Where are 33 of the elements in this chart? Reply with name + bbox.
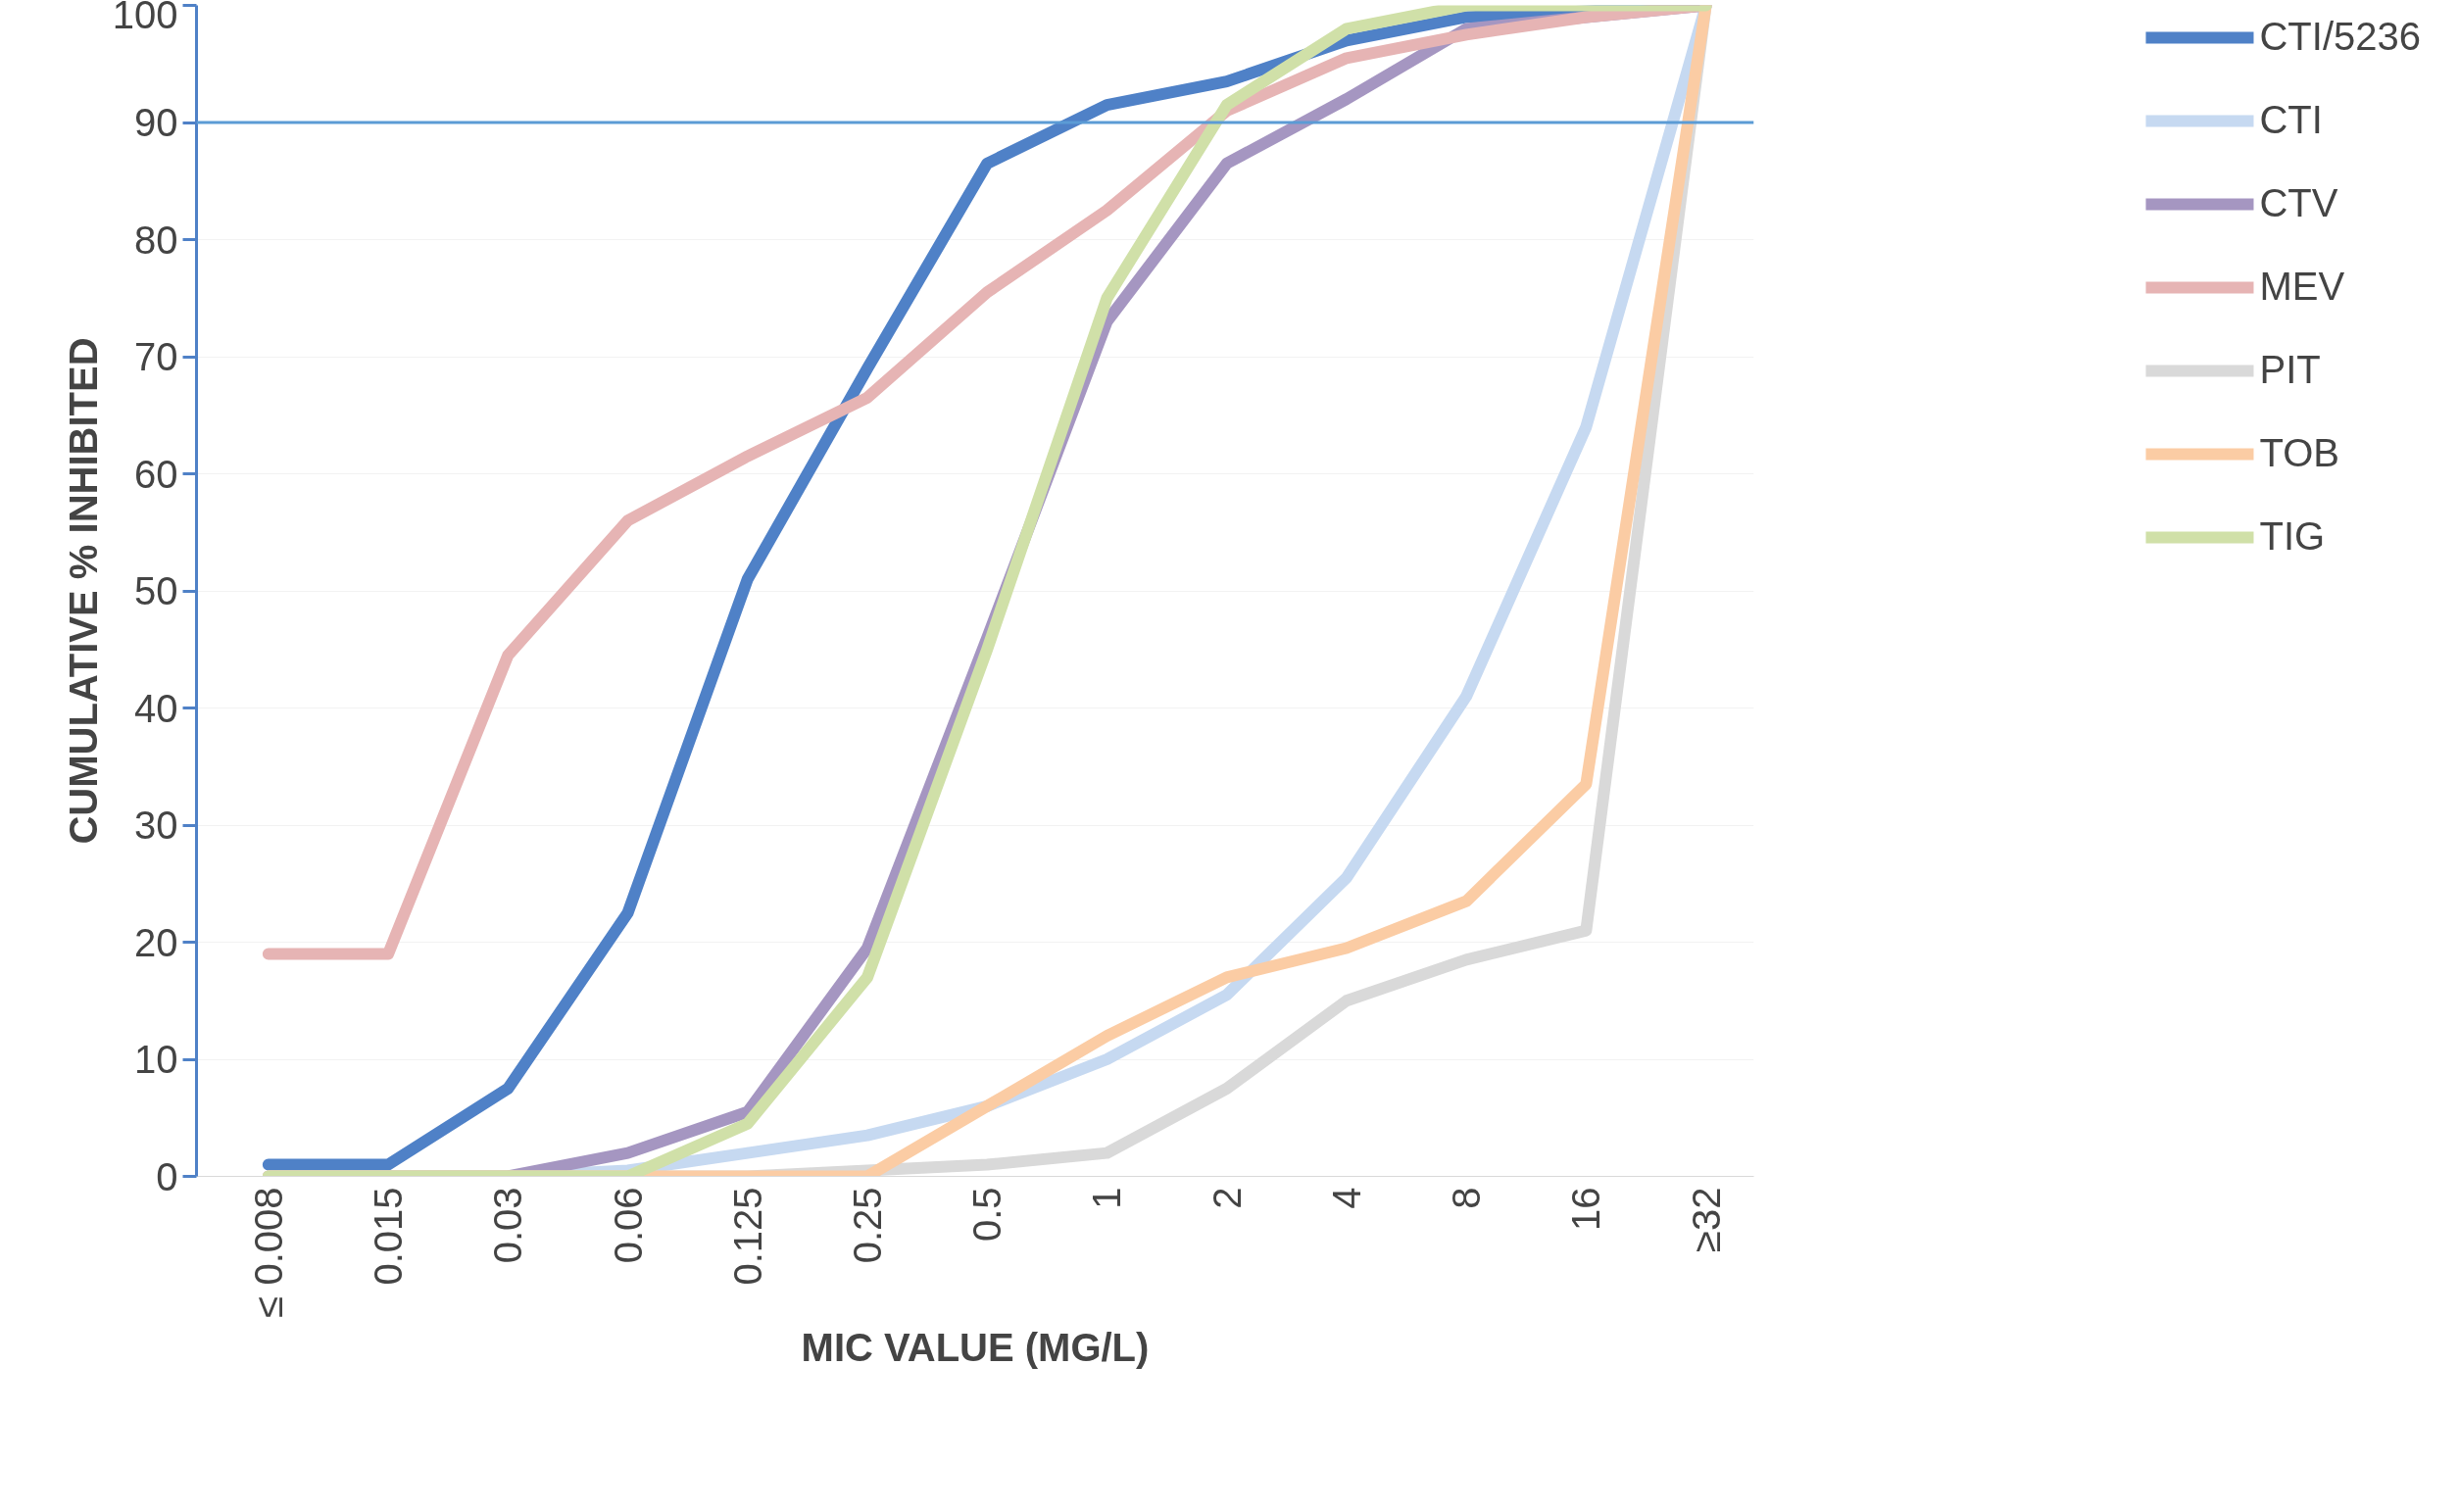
x-tick-label: 8 bbox=[1445, 1187, 1489, 1209]
x-axis-title: MIC VALUE (MG/L) bbox=[801, 1325, 1150, 1369]
x-tick-label: 0.03 bbox=[486, 1187, 530, 1264]
y-tick-label: 70 bbox=[134, 335, 178, 378]
y-tick-label: 10 bbox=[134, 1038, 178, 1081]
y-tick-label: 30 bbox=[134, 804, 178, 847]
x-tick-label: 4 bbox=[1324, 1187, 1368, 1209]
x-tick-label: ≥32 bbox=[1684, 1187, 1728, 1252]
legend-label: PIT bbox=[2259, 348, 2321, 392]
legend-label: TIG bbox=[2259, 514, 2326, 559]
legend-label: CTI/5236 bbox=[2259, 15, 2421, 59]
legend-label: MEV bbox=[2259, 265, 2345, 309]
y-tick-label: 90 bbox=[134, 101, 178, 144]
y-axis-title: CUMULATIVE % INHIBITED bbox=[61, 337, 105, 845]
y-tick-label: 20 bbox=[134, 920, 178, 964]
x-tick-label: ≤ 0.008 bbox=[246, 1187, 290, 1318]
legend-label: CTV bbox=[2259, 181, 2338, 225]
x-tick-label: 16 bbox=[1564, 1187, 1608, 1231]
x-tick-label: 0.06 bbox=[606, 1187, 650, 1264]
y-tick-label: 40 bbox=[134, 686, 178, 730]
y-tick-label: 0 bbox=[156, 1154, 178, 1198]
x-tick-label: 1 bbox=[1085, 1187, 1129, 1209]
x-tick-label: 0.5 bbox=[965, 1187, 1009, 1243]
x-tick-label: 0.25 bbox=[845, 1187, 889, 1264]
y-tick-label: 60 bbox=[134, 452, 178, 496]
y-tick-label: 80 bbox=[134, 218, 178, 262]
legend-label: CTI bbox=[2259, 98, 2323, 142]
y-tick-label: 100 bbox=[112, 0, 178, 36]
legend-label: TOB bbox=[2259, 431, 2339, 475]
x-tick-label: 0.125 bbox=[725, 1187, 769, 1286]
y-tick-label: 50 bbox=[134, 569, 178, 612]
x-tick-label: 0.015 bbox=[367, 1187, 411, 1286]
x-tick-label: 2 bbox=[1205, 1187, 1249, 1209]
